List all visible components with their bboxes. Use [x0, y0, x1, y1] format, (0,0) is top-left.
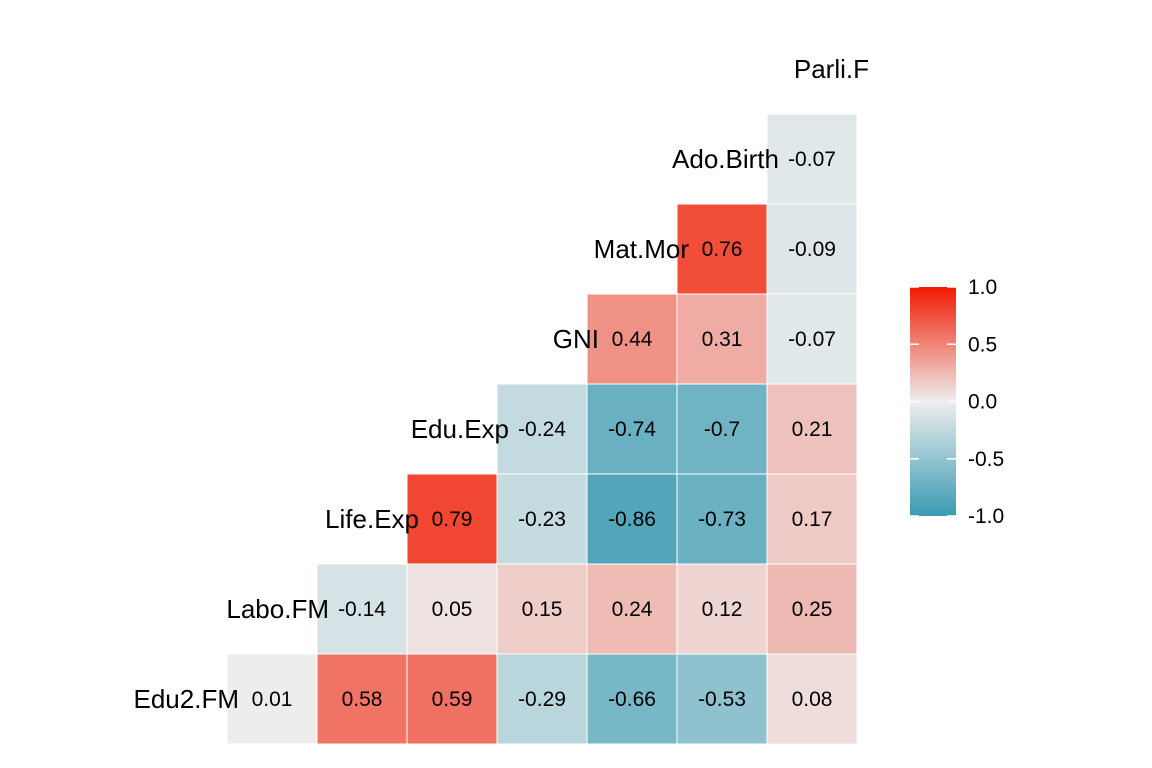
- cell-value-label: -0.23: [518, 508, 566, 531]
- color-legend: 1.0 0.5 0.0 -0.5 -1.0: [910, 276, 1004, 528]
- cell-value-label: -0.53: [698, 688, 746, 711]
- variable-label-edu2-fm: Edu2.FM: [134, 684, 240, 714]
- heatmap-cell-life-exp-life-exp: [406, 473, 498, 565]
- cell-value-label: 0.24: [612, 598, 653, 621]
- heatmap-cell-edu2-fm-mat-mor: [676, 653, 768, 745]
- cell-value-label: 0.12: [702, 598, 743, 621]
- cell-value-label: 0.05: [432, 598, 473, 621]
- variable-label-mat-mor: Mat.Mor: [594, 234, 690, 264]
- heatmap-cell-edu2-fm-edu2-fm: [226, 653, 318, 745]
- heatmap-cell-labo-fm-edu-exp: [496, 563, 588, 655]
- heatmap-cell-life-exp-mat-mor: [676, 473, 768, 565]
- cell-value-label: 0.17: [792, 508, 833, 531]
- cell-value-label: 0.25: [792, 598, 833, 621]
- cell-value-label: -0.29: [518, 688, 566, 711]
- heatmap-cells: 0.01 0.58 0.59 -0.29 -0.66 -0.53 0.08 -0.14 0.05…: [226, 113, 858, 745]
- heatmap-cell-edu2-fm-edu-exp: [496, 653, 588, 745]
- variable-label-parli-f: Parli.F: [794, 54, 869, 84]
- legend-tick-label: -0.5: [968, 448, 1004, 471]
- variable-label-gni: GNI: [553, 324, 599, 354]
- cell-value-label: -0.07: [788, 148, 836, 171]
- cell-value-label: 0.31: [702, 328, 743, 351]
- legend-tick-label: 0.5: [968, 333, 997, 356]
- cell-value-label: -0.86: [608, 508, 656, 531]
- variable-label-life-exp: Life.Exp: [325, 504, 419, 534]
- heatmap-cell-edu2-fm-gni: [586, 653, 678, 745]
- cell-value-label: 0.21: [792, 418, 833, 441]
- heatmap-cell-labo-fm-life-exp: [406, 563, 498, 655]
- variable-label-edu-exp: Edu.Exp: [411, 414, 509, 444]
- cell-value-label: -0.14: [338, 598, 386, 621]
- cell-value-label: 0.44: [612, 328, 653, 351]
- cell-value-label: -0.24: [518, 418, 566, 441]
- cell-value-label: -0.09: [788, 238, 836, 261]
- heatmap-cell-edu2-fm-ado-birth: [766, 653, 858, 745]
- heatmap-cell-edu-exp-mat-mor: [676, 383, 768, 475]
- cell-value-label: 0.58: [342, 688, 383, 711]
- legend-tick-label: -1.0: [968, 505, 1004, 528]
- cell-value-label: 0.15: [522, 598, 563, 621]
- heatmap-cell-labo-fm-labo-fm: [316, 563, 408, 655]
- variable-labels: Edu2.FM Labo.FM Life.Exp Edu.Exp GNI Mat.Mor A…: [134, 54, 870, 714]
- heatmap-cell-life-exp-ado-birth: [766, 473, 858, 565]
- cell-value-label: -0.07: [788, 328, 836, 351]
- variable-label-ado-birth: Ado.Birth: [672, 144, 779, 174]
- heatmap-cell-edu2-fm-labo-fm: [316, 653, 408, 745]
- legend-tick-label: 0.0: [968, 391, 997, 414]
- heatmap-cell-labo-fm-mat-mor: [676, 563, 768, 655]
- cell-value-label: 0.59: [432, 688, 473, 711]
- cell-value-label: -0.66: [608, 688, 656, 711]
- heatmap-cell-edu-exp-edu-exp: [496, 383, 588, 475]
- heatmap-cell-labo-fm-ado-birth: [766, 563, 858, 655]
- heatmap-cell-gni-ado-birth: [766, 293, 858, 385]
- variable-label-labo-fm: Labo.FM: [226, 594, 329, 624]
- heatmap-cell-edu-exp-gni: [586, 383, 678, 475]
- cell-value-label: -0.7: [704, 418, 740, 441]
- heatmap-cell-life-exp-gni: [586, 473, 678, 565]
- cell-value-label: 0.01: [252, 688, 293, 711]
- cell-value-label: -0.73: [698, 508, 746, 531]
- legend-tick-label: 1.0: [968, 276, 997, 299]
- heatmap-cell-mat-mor-ado-birth: [766, 203, 858, 295]
- cell-value-label: 0.79: [432, 508, 473, 531]
- cell-value-label: 0.76: [702, 238, 743, 261]
- heatmap-cell-life-exp-edu-exp: [496, 473, 588, 565]
- heatmap-cell-ado-birth-ado-birth: [766, 113, 858, 205]
- heatmap-cell-gni-gni: [586, 293, 678, 385]
- cell-value-label: 0.08: [792, 688, 833, 711]
- cell-value-label: -0.74: [608, 418, 656, 441]
